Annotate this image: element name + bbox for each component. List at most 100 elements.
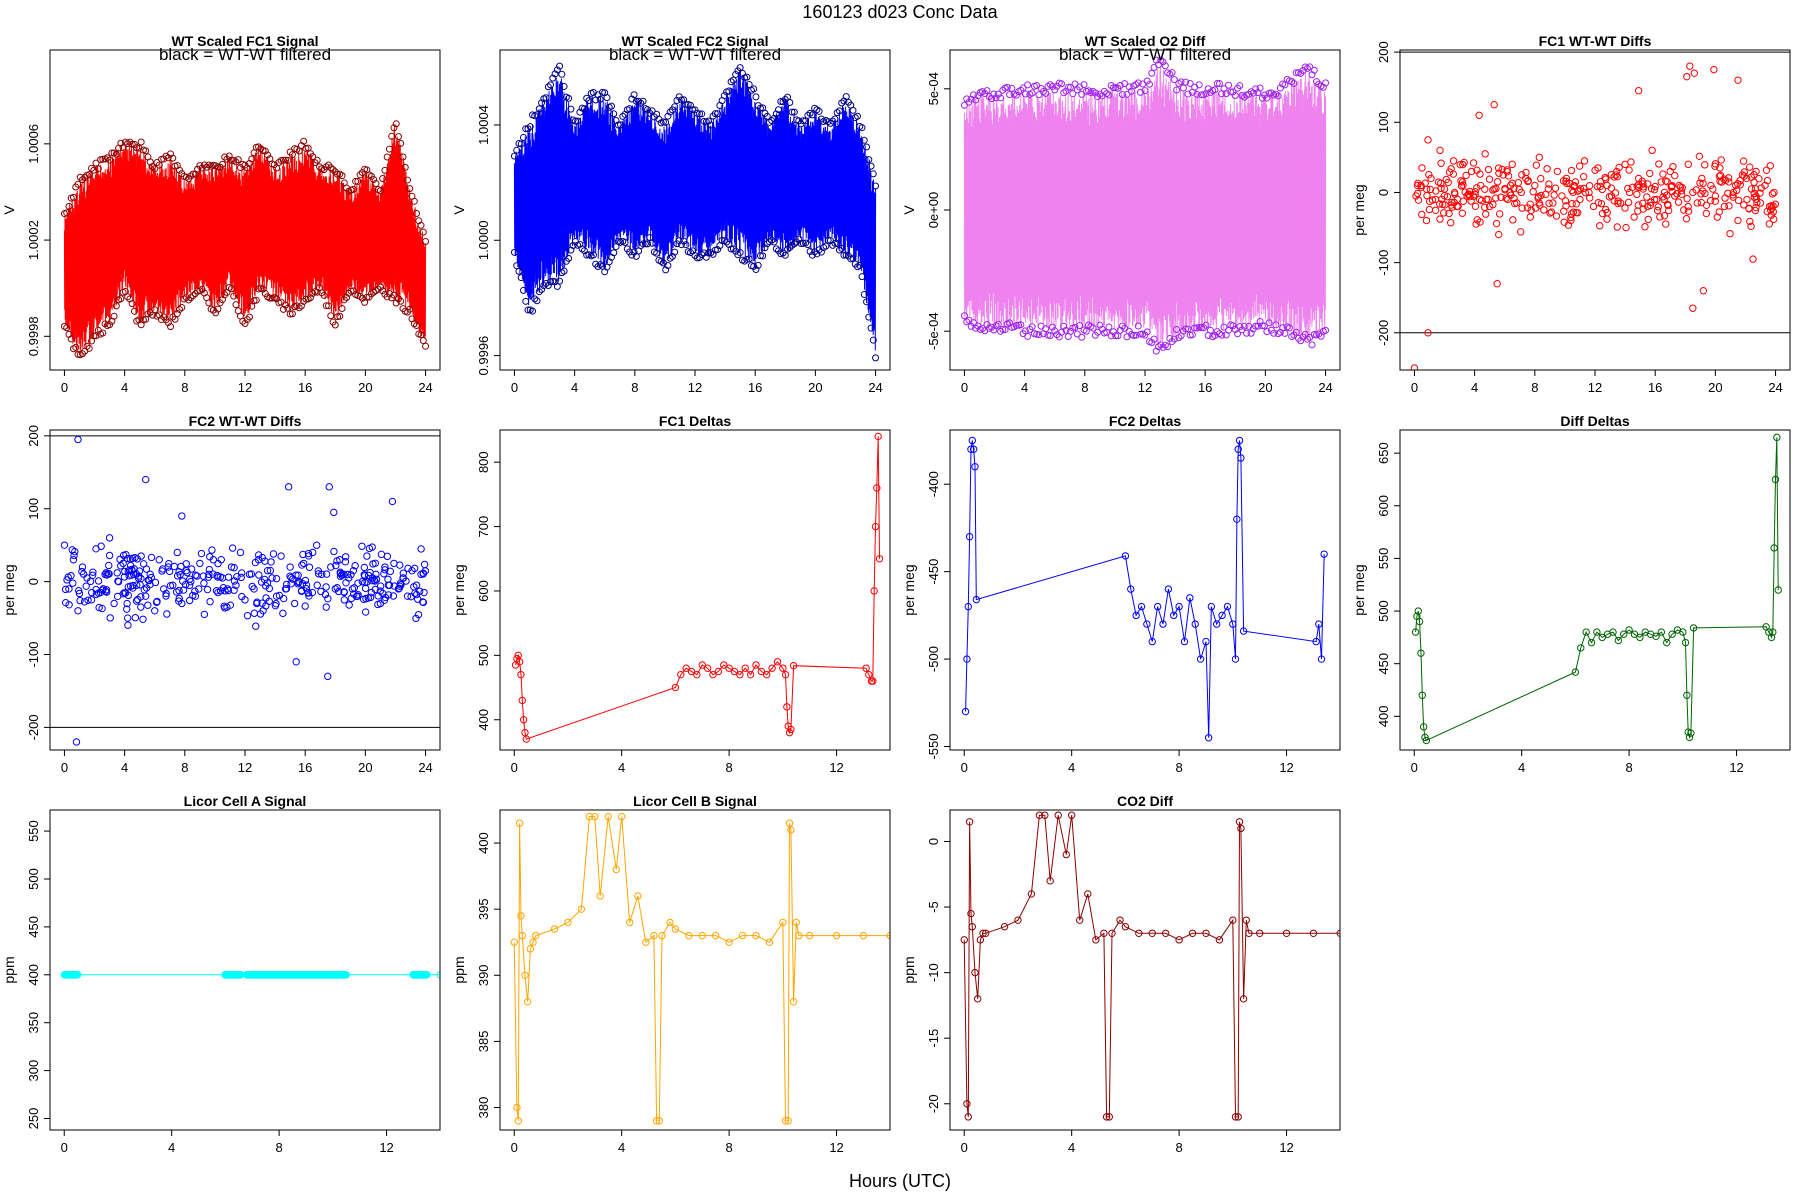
data-point (1188, 929, 1197, 937)
data-point (162, 592, 170, 600)
x-tick-label: 20 (1258, 380, 1272, 395)
data-point (1651, 182, 1659, 191)
marker-lower (252, 296, 260, 304)
data-point (779, 918, 787, 927)
series-line (963, 814, 1340, 1118)
data-point (1636, 633, 1644, 642)
data-point (1750, 193, 1759, 202)
data-point (973, 995, 982, 1003)
data-point (1585, 181, 1594, 190)
marker-upper (558, 70, 566, 78)
marker-upper (510, 152, 518, 160)
data-point (1121, 552, 1130, 560)
data-point (1481, 185, 1489, 193)
marker-upper (1107, 81, 1115, 89)
marker-lower (72, 343, 80, 351)
marker-lower (560, 267, 568, 275)
x-tick-label: 8 (1175, 1140, 1182, 1155)
data-point (248, 582, 256, 591)
marker-lower (325, 302, 333, 310)
data-point (1424, 329, 1432, 337)
data-point (1427, 174, 1435, 183)
data-point (160, 585, 168, 593)
signal-line (63, 125, 427, 353)
data-point (976, 936, 985, 944)
marker-upper (551, 70, 559, 78)
marker-lower (1082, 327, 1090, 335)
marker-upper (1105, 91, 1113, 99)
data-point (1062, 850, 1071, 859)
marker-upper (736, 64, 744, 72)
marker-upper (585, 97, 593, 105)
marker-upper (779, 98, 787, 106)
data-point (271, 601, 280, 610)
data-point (179, 586, 188, 594)
data-point (347, 594, 356, 603)
data-point (1740, 201, 1748, 209)
data-point (785, 728, 794, 737)
data-point (1229, 620, 1237, 628)
plot-frame (499, 809, 891, 1131)
data-point (1425, 197, 1434, 206)
data-point (1100, 929, 1108, 937)
marker-lower (293, 302, 301, 310)
marker-upper (128, 140, 136, 148)
data-point (1616, 199, 1625, 207)
marker-upper (1215, 79, 1223, 87)
marker-upper (580, 105, 588, 113)
data-point (1462, 171, 1470, 180)
data-point (399, 574, 408, 582)
data-point (80, 598, 89, 606)
chart-fc1-deltas: FC1 Deltas per meg 0 4 8 12 400 500 600 700 800 (451, 413, 891, 775)
data-point (1683, 691, 1691, 699)
marker-upper (867, 162, 875, 170)
data-point (1633, 182, 1641, 190)
data-point (1655, 160, 1663, 168)
data-point (105, 551, 114, 560)
marker-lower (1304, 335, 1311, 343)
data-point (1763, 176, 1772, 185)
data-point (175, 586, 183, 595)
data-point (342, 579, 350, 587)
marker-lower (1294, 334, 1302, 342)
marker-upper (419, 228, 427, 236)
data-point (200, 579, 208, 587)
marker-upper (635, 97, 643, 105)
marker-upper (854, 112, 861, 120)
marker-lower (1292, 328, 1300, 336)
data-point (1213, 620, 1221, 628)
data-point (1596, 182, 1604, 191)
marker-lower (653, 249, 661, 257)
data-point (1720, 202, 1729, 211)
data-point (1713, 213, 1721, 221)
data-point (1229, 916, 1237, 924)
data-point (179, 577, 187, 585)
marker-lower (682, 241, 690, 249)
data-point (795, 931, 803, 940)
marker-upper (648, 107, 656, 115)
data-point (1684, 207, 1693, 215)
marker-upper (255, 143, 263, 151)
marker-upper (860, 136, 868, 144)
data-point (1650, 185, 1659, 194)
marker-upper (1161, 62, 1169, 70)
data-point (1540, 206, 1548, 214)
marker-upper (824, 118, 832, 126)
data-point (144, 576, 152, 584)
data-point (203, 585, 212, 594)
x-tick-label: 12 (1729, 760, 1743, 775)
data-point (1432, 187, 1440, 195)
data-point (340, 596, 349, 604)
x-tick-label: 20 (358, 380, 372, 395)
data-point (1601, 205, 1610, 214)
y-tick-label: 250 (26, 1108, 41, 1130)
data-point (1625, 626, 1633, 634)
marker-lower (117, 295, 125, 303)
marker-upper (524, 125, 532, 133)
data-point (363, 552, 371, 560)
y-tick-label: 385 (476, 1031, 491, 1053)
data-point (1558, 192, 1566, 200)
data-point (1320, 550, 1328, 558)
data-point (87, 596, 96, 604)
